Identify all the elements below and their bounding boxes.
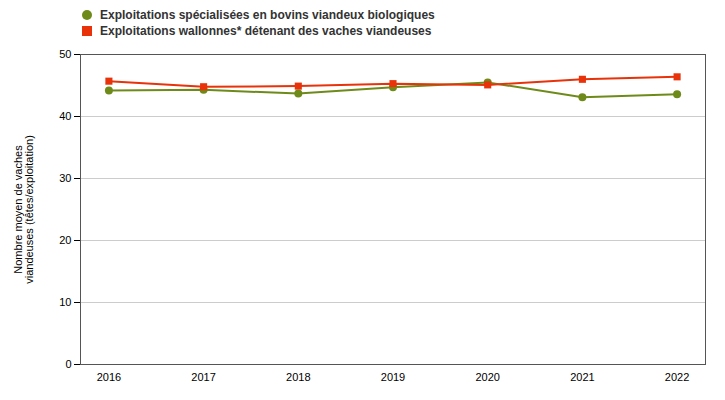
svg-text:2016: 2016: [97, 371, 121, 383]
svg-text:50: 50: [59, 48, 71, 60]
svg-text:2018: 2018: [286, 371, 310, 383]
svg-text:2021: 2021: [570, 371, 594, 383]
html-text:Exploitations wallonnes* déten: Exploitations wallonnes* détenant des va…: [100, 24, 432, 38]
svg-text:2020: 2020: [475, 371, 499, 383]
svg-text:30: 30: [59, 172, 71, 184]
svg-text:2017: 2017: [191, 371, 215, 383]
svg-text:Nombre moyen de vachesviandeus: Nombre moyen de vachesviandeuses (têtes/…: [12, 135, 35, 284]
html-text:Exploitations spécialisées en: Exploitations spécialisées en bovins via…: [100, 8, 435, 22]
svg-text:20: 20: [59, 234, 71, 246]
svg-text:2022: 2022: [665, 371, 689, 383]
svg-text:10: 10: [59, 296, 71, 308]
svg-text:40: 40: [59, 110, 71, 122]
svg-text:2019: 2019: [381, 371, 405, 383]
svg-text:0: 0: [65, 358, 71, 370]
